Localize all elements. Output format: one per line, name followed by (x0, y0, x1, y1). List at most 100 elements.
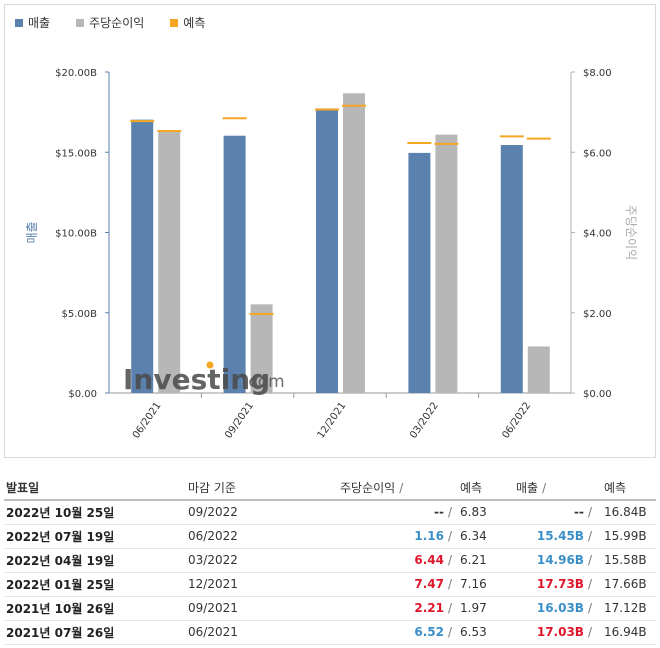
cell-eps-forecast: 7.16 (454, 572, 514, 597)
right-axis-title: 주당순이익 (624, 205, 638, 260)
cell-period: 09/2021 (188, 596, 338, 621)
eps-bar (435, 134, 458, 393)
cell-date: 2021년 07월 26일 (4, 620, 188, 645)
cell-eps: 2.21/ (338, 596, 454, 621)
eps-bar (343, 93, 365, 394)
cell-eps-sep: / (447, 625, 452, 639)
cell-eps-sep: / (447, 553, 452, 567)
cell-revenue-forecast: 16.94B (594, 620, 656, 645)
header-eps-forecast[interactable]: 예측 (454, 476, 514, 501)
cell-eps-sep: / (447, 529, 452, 543)
right-tick-label: $8.00 (583, 68, 612, 79)
legend-item-eps[interactable]: 주당순이익 (76, 14, 144, 31)
cell-revenue-value: -- (573, 505, 584, 520)
cell-period: 06/2022 (188, 524, 338, 549)
table-row: 2022년 01월 25일 12/2021 7.47/7.16 17.73B/17.6… (4, 572, 656, 597)
cell-eps-value: 6.44 (414, 553, 444, 567)
cell-revenue-sep: / (587, 553, 592, 567)
legend-label-forecast: 예측 (183, 16, 206, 30)
eps-bar (158, 131, 181, 393)
cell-eps-sep: / (447, 505, 452, 520)
x-tick-label: 03/2022 (408, 400, 441, 440)
legend-swatch-forecast (170, 18, 179, 27)
revenue-bar (408, 152, 431, 393)
legend-label-revenue: 매출 (28, 16, 51, 30)
cell-revenue-forecast: 15.58B (594, 548, 656, 573)
earnings-table: 발표일 마감 기준 주당순이익 / 예측 매출 / 예측 2022년 10월 25일… (4, 476, 656, 645)
cell-revenue-value: 14.96B (536, 553, 584, 567)
cell-period: 12/2021 (188, 572, 338, 597)
cell-eps: -- / (338, 500, 454, 525)
legend-label-eps: 주당순이익 (89, 16, 145, 30)
left-tick-label: $20.00B (55, 68, 97, 79)
table-row: 2022년 10월 25일 09/2022 --/6.83 --/16.84B (4, 500, 656, 525)
header-period[interactable]: 마감 기준 (188, 476, 338, 501)
cell-revenue: 14.96B / (514, 548, 594, 573)
cell-date: 2022년 01월 25일 (4, 572, 188, 597)
cell-date: 2022년 07월 19일 (4, 524, 188, 549)
cell-revenue: 16.03B / (514, 596, 594, 621)
cell-eps-value: 2.21 (414, 601, 444, 615)
cell-revenue: 15.45B / (514, 524, 594, 549)
header-revenue[interactable]: 매출 / (514, 476, 594, 501)
cell-eps-value: -- (433, 505, 444, 520)
investing-logo-dot (206, 361, 214, 369)
cell-revenue-forecast: 16.84B (594, 500, 656, 525)
investing-watermark-suffix: .com (243, 372, 285, 392)
cell-revenue-forecast: 15.99B (594, 524, 656, 549)
revenue-bar (131, 119, 154, 393)
header-revenue-label: 매출 (516, 481, 539, 495)
x-tick-label: 09/2021 (223, 400, 256, 440)
cell-revenue-value: 15.45B (536, 529, 584, 543)
header-revenue-sep: / (542, 481, 547, 495)
revenue-bar (316, 108, 338, 393)
x-tick-label: 06/2022 (500, 400, 533, 440)
right-tick-label: $6.00 (583, 148, 612, 159)
cell-revenue-sep: / (587, 601, 592, 615)
cell-eps-value: 1.16 (414, 529, 444, 543)
cell-eps: 7.47/ (338, 572, 454, 597)
cell-revenue: -- / (514, 500, 594, 525)
legend-item-revenue[interactable]: 매출 (15, 14, 50, 31)
cell-period: 03/2022 (188, 548, 338, 573)
table-row: 2021년 10월 26일 09/2021 2.21/1.97 16.03B/17.1… (4, 596, 656, 621)
table-row: 2022년 07월 19일 06/2022 1.16/6.34 15.45B/15.9… (4, 524, 656, 549)
x-tick-label: 12/2021 (316, 400, 349, 440)
header-date[interactable]: 발표일 (4, 476, 188, 501)
header-revenue-forecast[interactable]: 예측 (594, 476, 656, 501)
cell-revenue: 17.73B / (514, 572, 594, 597)
cell-period: 06/2021 (188, 620, 338, 645)
cell-date: 2021년 10월 26일 (4, 596, 188, 621)
cell-eps: 1.16/ (338, 524, 454, 549)
revenue-bar (500, 145, 523, 393)
cell-revenue-value: 17.73B (536, 577, 584, 591)
chart-legend: 매출 주당순이익 예측 (15, 14, 231, 31)
left-axis-title: 매출 (25, 221, 39, 243)
cell-eps-forecast: 1.97 (454, 596, 514, 621)
cell-eps: 6.52/ (338, 620, 454, 645)
cell-revenue-sep: / (587, 577, 592, 591)
cell-eps-forecast: 6.53 (454, 620, 514, 645)
cell-eps-forecast: 6.83 (454, 500, 514, 525)
cell-eps-sep: / (447, 577, 452, 591)
cell-eps-forecast: 6.21 (454, 548, 514, 573)
cell-revenue: 17.03B / (514, 620, 594, 645)
legend-swatch-revenue (15, 18, 23, 27)
header-eps-sep: / (399, 481, 404, 495)
eps-bar (527, 346, 550, 393)
cell-revenue-sep: / (587, 505, 592, 520)
cell-eps-forecast: 6.34 (454, 524, 514, 549)
eps-bar (250, 304, 273, 393)
right-tick-label: $2.00 (583, 309, 612, 320)
left-tick-label: $15.00B (55, 148, 97, 159)
cell-eps-value: 6.52 (414, 625, 444, 639)
investing-watermark-logo: Investing (123, 363, 270, 396)
earnings-chart: $0.00 $5.00B $10.00B $15.00B $20.00B $0.00 $2.… (25, 68, 638, 441)
header-eps[interactable]: 주당순이익 / (338, 476, 454, 501)
left-tick-label: $10.00B (55, 229, 97, 240)
legend-item-forecast[interactable]: 예측 (170, 14, 205, 31)
cell-revenue-forecast: 17.12B (594, 596, 656, 621)
left-tick-label: $0.00 (68, 389, 97, 400)
right-tick-label: $0.00 (583, 389, 612, 400)
cell-date: 2022년 04월 19일 (4, 548, 188, 573)
